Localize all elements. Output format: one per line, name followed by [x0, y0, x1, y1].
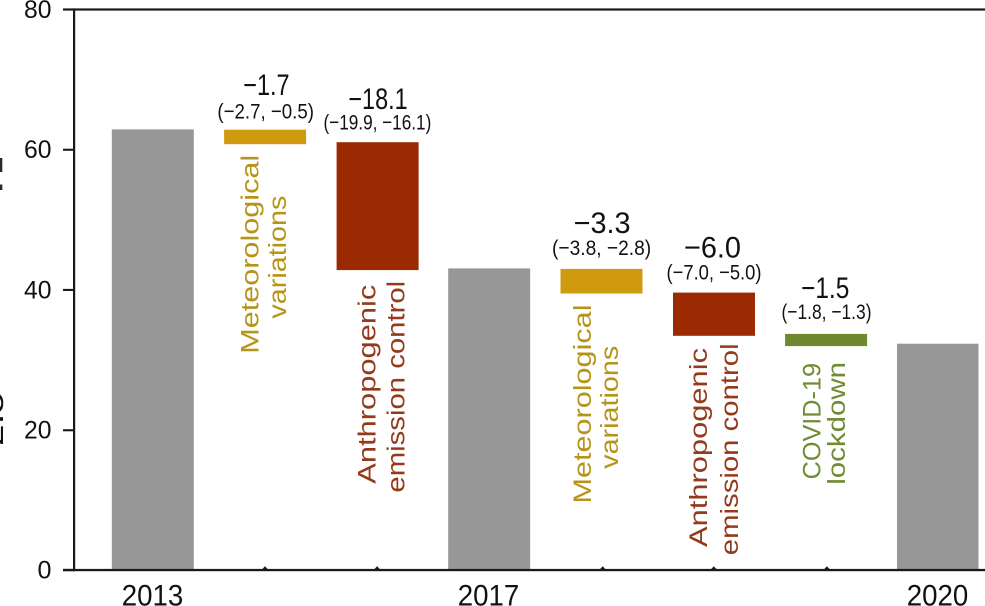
- svg-text:Meteorological: Meteorological: [569, 305, 597, 504]
- svg-text:Anthropogenic: Anthropogenic: [353, 285, 381, 484]
- svg-text:−1.5: −1.5: [801, 272, 849, 305]
- svg-text:Meteorological: Meteorological: [237, 155, 265, 354]
- svg-text:−3.3: −3.3: [574, 207, 631, 240]
- svg-text:lockdown: lockdown: [823, 362, 851, 485]
- svg-text:2017: 2017: [458, 579, 520, 606]
- svg-text:(−3.8, −2.8): (−3.8, −2.8): [552, 236, 651, 260]
- svg-text:COVID-19: COVID-19: [799, 363, 827, 479]
- svg-text:variations: variations: [264, 196, 292, 319]
- svg-text:60: 60: [24, 136, 52, 164]
- svg-text:2.5: 2.5: [0, 392, 9, 446]
- svg-text:−18.1: −18.1: [348, 83, 407, 116]
- svg-text:80: 80: [24, 0, 52, 24]
- svg-text:(−7.0, −5.0): (−7.0, −5.0): [667, 261, 762, 285]
- svg-text:Anthropogenic: Anthropogenic: [685, 348, 713, 547]
- svg-text:emission control: emission control: [383, 281, 411, 493]
- svg-text:0: 0: [38, 556, 52, 584]
- svg-text:−1.7: −1.7: [243, 69, 289, 102]
- svg-text:2020: 2020: [907, 579, 969, 606]
- svg-text:(−19.9, −16.1): (−19.9, −16.1): [323, 111, 431, 135]
- svg-text:2013: 2013: [122, 579, 184, 606]
- svg-text:(−1.8, −1.3): (−1.8, −1.3): [782, 300, 872, 324]
- svg-text:−6.0: −6.0: [684, 231, 741, 264]
- svg-text:40: 40: [24, 276, 52, 304]
- svg-text:(−2.7, −0.5): (−2.7, −0.5): [217, 100, 314, 124]
- svg-text:emission control: emission control: [716, 343, 744, 555]
- svg-text:20: 20: [24, 417, 52, 445]
- svg-text:variations: variations: [596, 346, 624, 469]
